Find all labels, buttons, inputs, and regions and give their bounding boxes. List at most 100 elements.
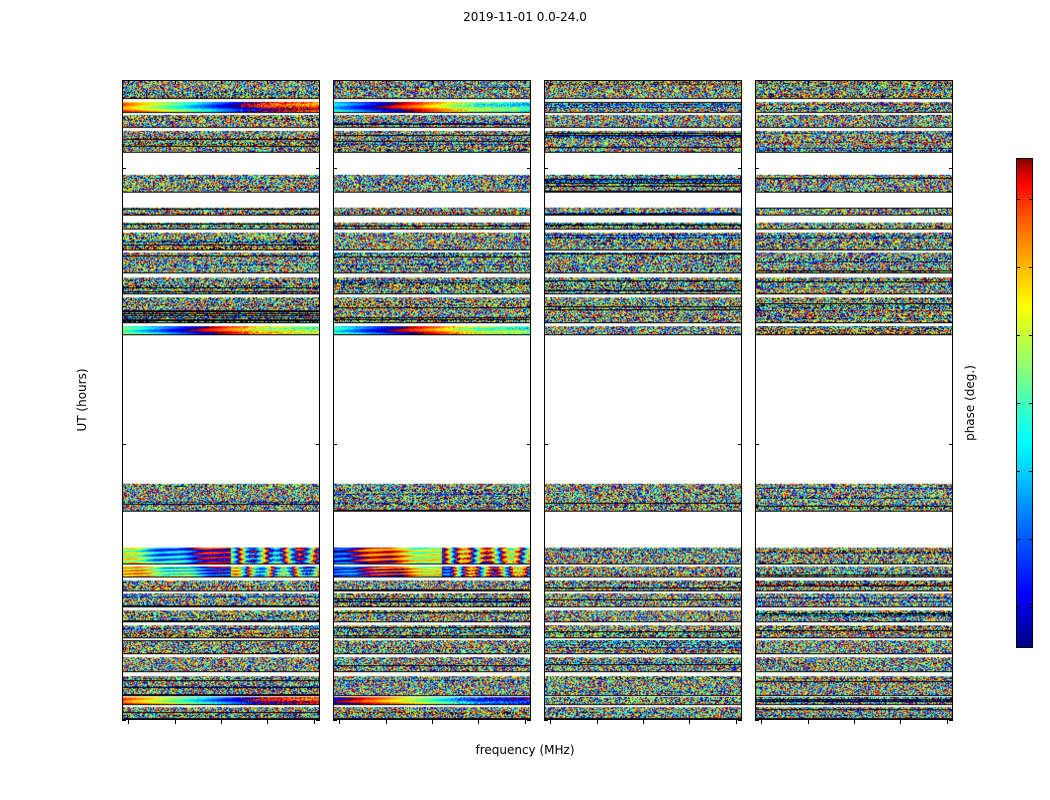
y-tick-mark <box>122 444 126 446</box>
x-tick-mark <box>807 80 809 84</box>
y-tick-mark <box>122 720 126 721</box>
y-tick-mark <box>527 720 531 721</box>
y-tick-mark <box>122 582 126 584</box>
x-tick-mark <box>761 80 763 84</box>
x-tick-mark <box>854 80 855 84</box>
y-tick-mark <box>316 306 320 308</box>
y-tick-mark <box>738 168 742 170</box>
y-tick-mark <box>755 444 759 446</box>
y-tick-mark <box>544 168 548 170</box>
x-tick-mark <box>432 80 433 84</box>
panel-xx[interactable]: XX, V1*V9=EA02*EA07 <box>122 80 320 720</box>
colorbar-tick-mark <box>1016 198 1020 200</box>
colorbar-tick-mark <box>1016 539 1020 541</box>
x-tick-mark <box>689 720 691 724</box>
y-tick-mark <box>949 444 953 446</box>
y-tick-mark <box>122 168 126 170</box>
colorbar-tick-mark <box>1016 403 1020 404</box>
y-tick-mark <box>949 306 953 308</box>
x-tick-mark <box>174 720 176 724</box>
x-tick-mark <box>900 80 902 84</box>
x-tick-mark <box>643 80 644 84</box>
y-tick-mark <box>333 720 337 721</box>
y-tick-mark <box>333 306 337 308</box>
colorbar-label-container: phase (deg.) <box>963 0 977 800</box>
y-tick-mark <box>316 444 320 446</box>
y-tick-mark <box>122 306 126 308</box>
y-tick-mark <box>316 720 320 721</box>
y-axis-label-container: UT (hours) <box>75 0 96 800</box>
colorbar-tick-mark <box>1016 334 1020 336</box>
y-tick-mark <box>738 720 742 721</box>
x-tick-mark <box>221 80 222 84</box>
x-tick-mark <box>596 80 598 84</box>
x-tick-mark <box>221 720 222 724</box>
y-tick-mark <box>527 582 531 584</box>
panel-heatmap-xy <box>545 81 741 719</box>
colorbar-tick-mark <box>1029 539 1033 541</box>
y-tick-mark <box>544 582 548 584</box>
y-tick-mark <box>544 444 548 446</box>
x-tick-mark <box>313 80 315 84</box>
x-tick-mark <box>339 80 341 84</box>
colorbar-tick-mark <box>1016 471 1020 473</box>
panel-heatmap-xx <box>123 81 319 719</box>
x-tick-mark <box>128 80 130 84</box>
y-axis-label: UT (hours) <box>75 368 89 432</box>
x-tick-mark <box>339 720 341 724</box>
y-tick-mark <box>755 168 759 170</box>
y-tick-mark <box>527 444 531 446</box>
x-tick-mark <box>735 80 737 84</box>
y-tick-mark <box>755 306 759 308</box>
x-tick-mark <box>478 720 480 724</box>
x-tick-mark <box>267 80 269 84</box>
x-tick-mark <box>385 720 387 724</box>
y-tick-mark <box>316 582 320 584</box>
x-tick-mark <box>313 720 315 724</box>
x-tick-mark <box>761 720 763 724</box>
panel-xy[interactable]: XY, V1*V9=EA02*EA07 <box>544 80 742 720</box>
x-axis-label: frequency (MHz) <box>475 743 575 757</box>
colorbar-tick-mark <box>1029 266 1033 268</box>
y-tick-mark <box>949 168 953 170</box>
x-tick-mark <box>807 720 809 724</box>
y-tick-mark <box>333 582 337 584</box>
colorbar-tick-mark <box>1029 607 1033 609</box>
x-tick-mark <box>900 720 902 724</box>
y-tick-mark <box>527 168 531 170</box>
y-tick-mark <box>333 168 337 170</box>
x-tick-mark <box>689 80 691 84</box>
y-tick-mark <box>755 582 759 584</box>
x-tick-mark <box>735 720 737 724</box>
y-tick-mark <box>949 720 953 721</box>
y-tick-mark <box>544 720 548 721</box>
y-tick-mark <box>738 306 742 308</box>
x-tick-mark <box>478 80 480 84</box>
colorbar-tick-mark <box>1016 607 1020 609</box>
y-tick-mark <box>333 444 337 446</box>
y-tick-mark <box>738 444 742 446</box>
x-tick-mark <box>524 720 526 724</box>
x-tick-mark <box>946 720 948 724</box>
y-tick-mark <box>316 168 320 170</box>
x-tick-mark <box>385 80 387 84</box>
colorbar-tick-mark <box>1029 471 1033 473</box>
colorbar-tick-mark <box>1029 403 1033 404</box>
y-tick-mark <box>527 306 531 308</box>
x-tick-mark <box>643 720 644 724</box>
x-tick-mark <box>550 80 552 84</box>
x-tick-mark <box>854 720 855 724</box>
colorbar-tick-mark <box>1016 266 1020 268</box>
panel-yy[interactable]: YY, V1*V9=EA02*EA07 <box>333 80 531 720</box>
x-tick-mark <box>432 720 433 724</box>
panel-yx[interactable]: YX, V1*V9=EA02*EA07 <box>755 80 953 720</box>
panel-heatmap-yx <box>756 81 952 719</box>
x-tick-mark <box>174 80 176 84</box>
y-tick-mark <box>738 582 742 584</box>
x-tick-mark <box>128 720 130 724</box>
y-tick-mark <box>755 720 759 721</box>
x-tick-mark <box>524 80 526 84</box>
panel-heatmap-yy <box>334 81 530 719</box>
colorbar-label: phase (deg.) <box>963 365 977 441</box>
